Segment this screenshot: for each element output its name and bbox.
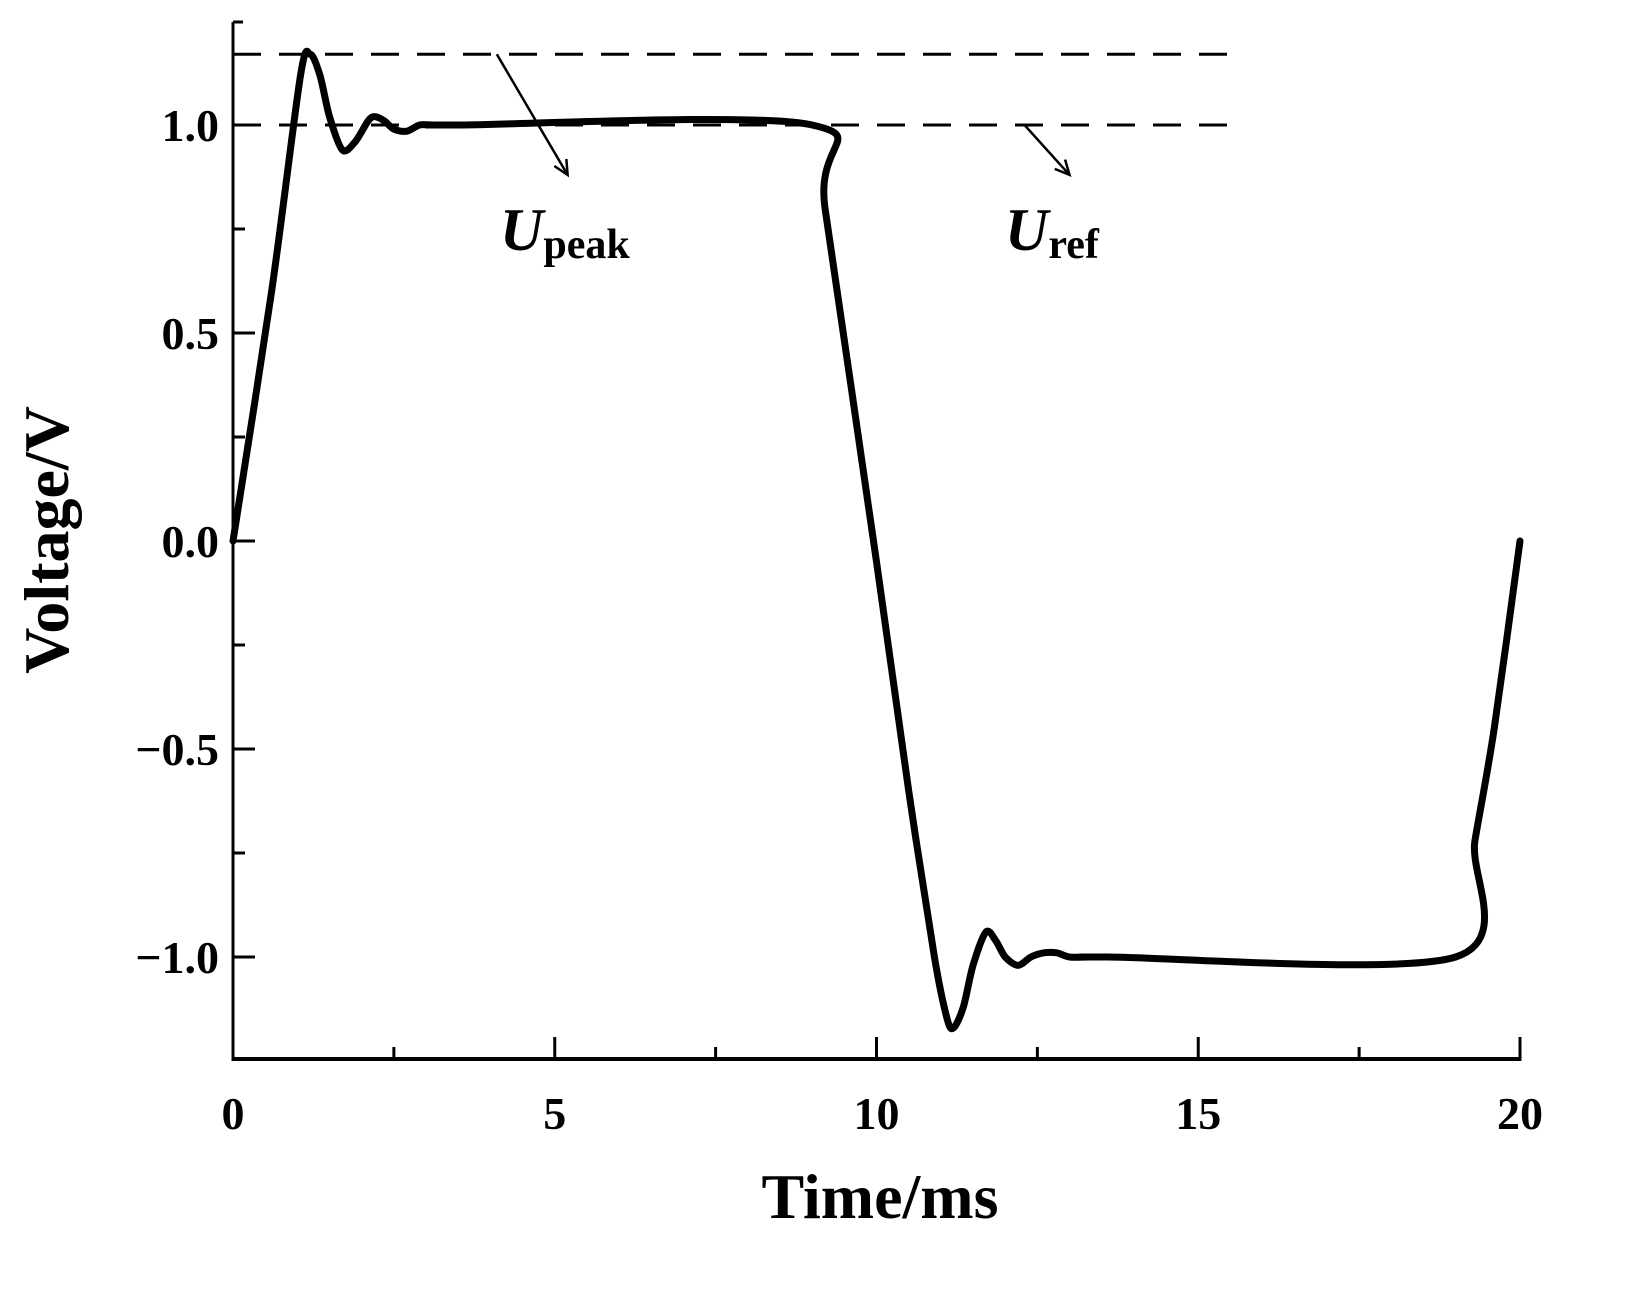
plot-area (229, 47, 1524, 1033)
y-tick-label: −1.0 (135, 932, 219, 983)
arrowhead-icon (553, 158, 570, 178)
upeak-sub-label: peak (543, 222, 630, 268)
arrowhead-icon (1054, 159, 1072, 178)
x-tick-label: 0 (222, 1088, 245, 1139)
x-tick-label: 5 (543, 1088, 566, 1139)
x-tick-label: 15 (1175, 1088, 1221, 1139)
axes: 0 5 10 15 20 −1.0 −0.5 0.0 0.5 1.0 (135, 20, 1543, 1139)
svg-text:Upeak: Upeak (500, 197, 630, 268)
annotation-arrow (495, 53, 569, 176)
y-tick-label: −0.5 (135, 724, 219, 775)
y-axis-title: Voltage/V (11, 406, 82, 674)
uref-sub-label: ref (1048, 222, 1100, 268)
y-tick-label: 0.5 (162, 308, 220, 359)
y-tick-label: 0.0 (162, 516, 220, 567)
upeak-main-label: U (500, 197, 546, 263)
voltage-line-series (229, 47, 1524, 1033)
annotation-uref: Uref (1005, 197, 1100, 268)
y-tick-label: 1.0 (162, 100, 220, 151)
annotation-upeak: Upeak (500, 197, 630, 268)
uref-main-label: U (1005, 197, 1051, 263)
annotation-arrow (1023, 124, 1071, 176)
x-axis-title: Time/ms (761, 1161, 998, 1232)
x-tick-label: 20 (1497, 1088, 1543, 1139)
svg-text:Uref: Uref (1005, 197, 1100, 268)
x-tick-label: 10 (854, 1088, 900, 1139)
